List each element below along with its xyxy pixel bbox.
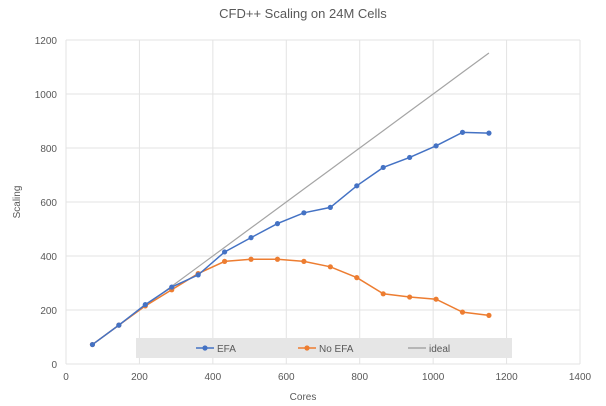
x-tick-label: 800 (351, 372, 368, 383)
x-tick-label: 1200 (495, 372, 518, 383)
data-point (327, 204, 333, 210)
chart-title: CFD++ Scaling on 24M Cells (219, 6, 387, 21)
legend-label: No EFA (319, 344, 354, 355)
data-point (169, 284, 175, 290)
data-point (301, 258, 307, 264)
x-tick-label: 1400 (569, 372, 592, 383)
series-line-efa (91, 131, 489, 346)
data-point (222, 258, 228, 264)
y-tick-label: 600 (40, 198, 57, 209)
data-point (459, 309, 466, 315)
y-tick-label: 400 (40, 252, 57, 263)
y-tick-label: 1200 (35, 36, 58, 47)
x-tick-label: 200 (131, 372, 148, 383)
legend-marker (202, 345, 208, 351)
data-point (274, 221, 281, 227)
data-point (380, 164, 386, 171)
data-point (433, 143, 439, 149)
x-tick-label: 400 (205, 372, 222, 383)
y-tick-label: 0 (51, 360, 57, 371)
data-point (142, 302, 148, 308)
x-axis-label: Cores (290, 392, 317, 403)
data-point (327, 264, 333, 270)
data-point (116, 322, 122, 328)
data-point (301, 210, 307, 216)
legend-marker (304, 345, 310, 351)
data-point (354, 183, 360, 189)
y-tick-label: 1000 (35, 90, 58, 101)
data-point (248, 235, 254, 241)
x-tick-label: 1000 (422, 372, 445, 383)
legend-label: EFA (217, 344, 236, 355)
x-tick-label: 0 (63, 372, 69, 383)
data-point (459, 129, 466, 135)
data-point (354, 275, 360, 281)
data-point (407, 154, 413, 161)
series-line-no-efa (91, 258, 490, 346)
legend-label: ideal (429, 344, 450, 355)
y-tick-label: 800 (40, 144, 57, 155)
x-tick-label: 600 (278, 372, 295, 383)
data-point (274, 256, 281, 262)
data-point (195, 272, 201, 278)
data-point (486, 130, 492, 136)
legend-background (136, 338, 512, 358)
data-point (222, 249, 228, 255)
data-point (433, 296, 439, 302)
y-tick-label: 200 (40, 306, 57, 317)
data-point (380, 291, 386, 297)
y-axis-label: Scaling (12, 186, 23, 219)
data-point (407, 294, 413, 300)
data-point (486, 312, 492, 318)
data-point (89, 341, 96, 348)
data-point (248, 256, 254, 262)
